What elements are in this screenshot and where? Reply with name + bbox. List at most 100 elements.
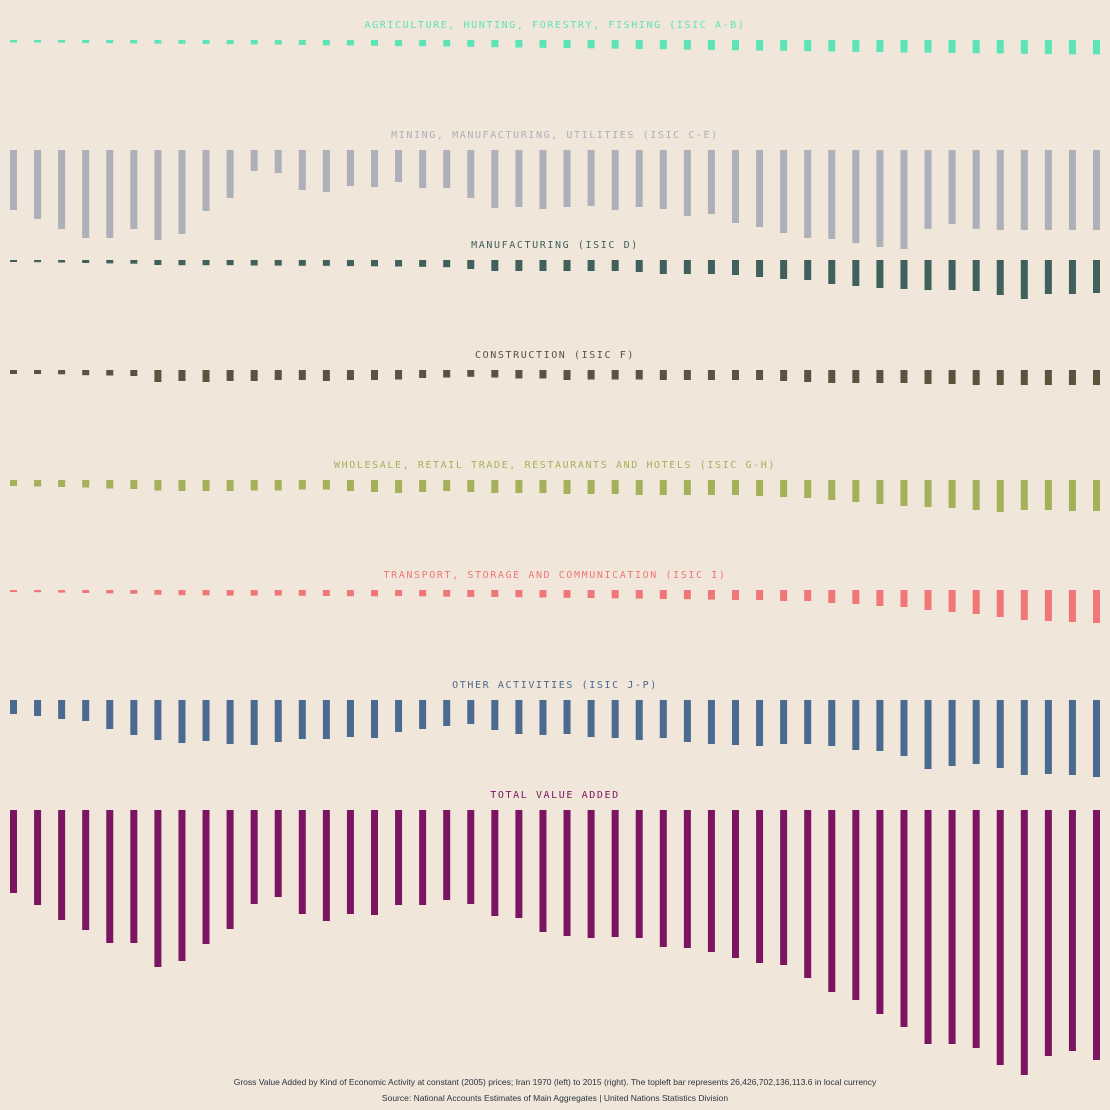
bar (274, 150, 282, 173)
bar (10, 260, 17, 262)
bar (732, 590, 739, 600)
bar (515, 40, 523, 48)
bar (780, 150, 788, 233)
bar (10, 40, 17, 43)
bar (202, 480, 210, 491)
bar (491, 370, 499, 378)
bar (732, 370, 739, 380)
bar (298, 810, 306, 914)
bar (106, 150, 114, 238)
bar (106, 700, 114, 729)
bar (467, 480, 475, 492)
bar (154, 370, 162, 382)
bar (732, 480, 739, 495)
bar (1068, 590, 1076, 622)
bar (1044, 260, 1052, 294)
bar (130, 260, 138, 264)
bar (491, 480, 499, 493)
bar (900, 40, 908, 53)
bar (178, 40, 186, 44)
bar (948, 590, 956, 612)
bar (58, 260, 66, 263)
bar (563, 260, 571, 271)
bar (780, 810, 788, 965)
bar (972, 370, 980, 385)
bar (924, 700, 932, 769)
bar (346, 700, 354, 737)
bar (274, 370, 282, 380)
bar (202, 810, 210, 944)
bar (611, 150, 619, 210)
bar (274, 480, 282, 491)
bar (274, 810, 282, 897)
series-title: AGRICULTURE, HUNTING, FORESTRY, FISHING … (364, 20, 746, 31)
bar (804, 370, 812, 382)
bar (58, 40, 66, 43)
bar (1068, 700, 1076, 775)
bar (10, 810, 17, 893)
bar (515, 590, 523, 598)
bar (539, 810, 547, 932)
bar (419, 260, 427, 267)
bar (804, 810, 812, 978)
bar (226, 260, 234, 266)
bar (395, 700, 403, 732)
bar (972, 810, 980, 1048)
bar (202, 590, 210, 596)
bar (443, 700, 451, 726)
bar (1093, 700, 1100, 777)
bar (948, 810, 956, 1044)
bar (395, 150, 403, 182)
bar (996, 480, 1004, 512)
bar (106, 590, 114, 594)
bar (683, 40, 691, 50)
bar (780, 590, 788, 601)
bar (852, 810, 860, 1000)
bar (972, 700, 980, 764)
bar (395, 480, 403, 493)
bar (515, 480, 523, 493)
bar (1020, 260, 1028, 299)
bar (106, 40, 114, 44)
chart-caption: Gross Value Added by Kind of Economic Ac… (233, 1077, 877, 1087)
series-title: OTHER ACTIVITIES (ISIC J-P) (452, 680, 658, 691)
bar (154, 700, 162, 740)
bar (1020, 40, 1028, 54)
bar (250, 370, 258, 381)
bar (346, 370, 354, 380)
series-title: TOTAL VALUE ADDED (490, 790, 620, 801)
bar (202, 370, 210, 382)
bar (154, 150, 162, 240)
bar (419, 370, 427, 378)
bar (1020, 590, 1028, 620)
bar (298, 370, 306, 380)
bar (202, 40, 210, 44)
bar (539, 150, 547, 209)
bar (732, 810, 739, 958)
series-title: CONSTRUCTION (ISIC F) (474, 350, 636, 361)
bar (852, 370, 860, 383)
bar (371, 810, 378, 915)
bar (395, 370, 403, 380)
bar (780, 370, 788, 381)
bar (683, 700, 691, 742)
bar (226, 40, 234, 45)
bar (828, 370, 836, 383)
bar (539, 590, 547, 598)
bar (154, 590, 162, 595)
bar (178, 260, 186, 266)
bar (1020, 700, 1028, 775)
bar (58, 480, 66, 487)
bar (491, 810, 499, 916)
bar (659, 150, 667, 209)
bar (1068, 480, 1076, 511)
bar (395, 590, 403, 597)
bar (804, 150, 812, 238)
bar (900, 260, 908, 289)
bar (130, 590, 138, 594)
bar (467, 700, 475, 724)
bar (563, 150, 571, 207)
bar (34, 700, 42, 716)
bar (10, 700, 17, 714)
bar (467, 370, 475, 377)
